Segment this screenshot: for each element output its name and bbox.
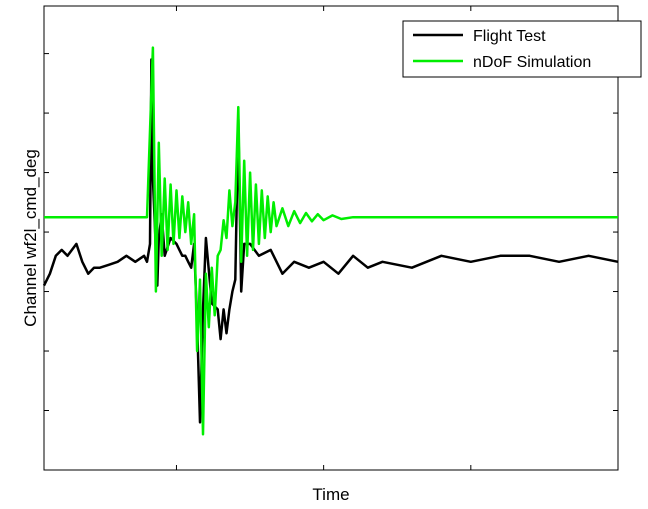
legend: Flight Test nDoF Simulation — [402, 20, 642, 78]
series-line-ndof-simulation — [44, 46, 618, 436]
legend-label-ndof-simulation: nDoF Simulation — [473, 54, 591, 71]
y-axis-label: Channel wf2l_cmd_deg — [21, 149, 40, 327]
plot-area — [43, 5, 619, 471]
x-axis-label: Time — [312, 485, 349, 504]
legend-box — [402, 20, 642, 78]
axis-ticks — [44, 6, 618, 470]
series-layer — [42, 46, 619, 436]
series-line-flight-test — [42, 58, 619, 424]
legend-label-flight-test: Flight Test — [473, 28, 546, 45]
